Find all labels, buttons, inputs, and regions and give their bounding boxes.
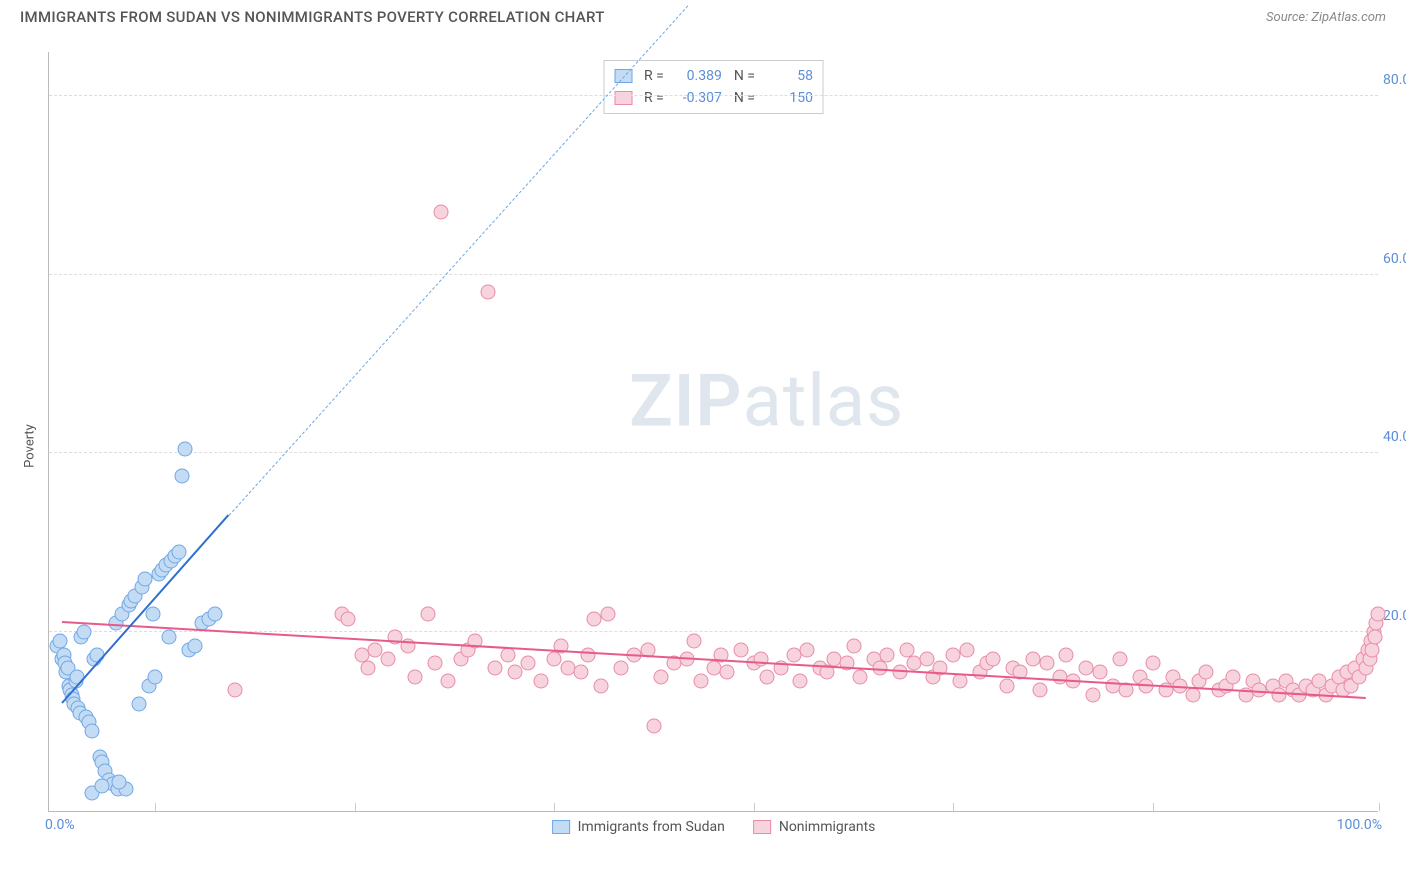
trendline-immigrants-extrapolated — [228, 5, 688, 515]
data-point-immigrants — [161, 629, 176, 644]
data-point-nonimmigrants — [547, 652, 562, 667]
chart-container: Poverty ZIPatlas R =0.389 N =58 R =-0.30… — [0, 36, 1406, 856]
data-point-nonimmigrants — [687, 634, 702, 649]
gridline-y — [49, 95, 1378, 96]
data-point-immigrants — [112, 775, 127, 790]
x-gridmark — [355, 803, 356, 811]
data-point-nonimmigrants — [480, 285, 495, 300]
data-point-nonimmigrants — [534, 674, 549, 689]
data-point-nonimmigrants — [434, 204, 449, 219]
stats-row-nonimmigrants: R =-0.307 N =150 — [614, 87, 813, 109]
correlation-stats-box: R =0.389 N =58 R =-0.307 N =150 — [603, 60, 824, 114]
data-point-nonimmigrants — [760, 669, 775, 684]
data-point-immigrants — [177, 441, 192, 456]
data-point-nonimmigrants — [361, 660, 376, 675]
x-tick-max: 100.0% — [1337, 817, 1382, 833]
data-point-nonimmigrants — [228, 683, 243, 698]
data-point-nonimmigrants — [1370, 607, 1385, 622]
data-point-nonimmigrants — [800, 643, 815, 658]
data-point-nonimmigrants — [999, 678, 1014, 693]
data-point-nonimmigrants — [1365, 643, 1380, 658]
data-point-immigrants — [132, 696, 147, 711]
swatch-nonimmigrants — [614, 91, 632, 105]
x-gridmark — [155, 803, 156, 811]
data-point-nonimmigrants — [487, 660, 502, 675]
data-point-nonimmigrants — [407, 669, 422, 684]
data-point-nonimmigrants — [693, 674, 708, 689]
data-point-immigrants — [148, 669, 163, 684]
y-tick-label: 80.0% — [1383, 72, 1406, 88]
data-point-immigrants — [208, 607, 223, 622]
data-point-immigrants — [145, 607, 160, 622]
scatter-plot-area: ZIPatlas R =0.389 N =58 R =-0.307 N =150… — [48, 52, 1378, 812]
y-tick-label: 40.0% — [1383, 429, 1406, 445]
data-point-nonimmigrants — [846, 638, 861, 653]
data-point-immigrants — [137, 571, 152, 586]
data-point-nonimmigrants — [341, 611, 356, 626]
data-point-nonimmigrants — [653, 669, 668, 684]
data-point-nonimmigrants — [853, 669, 868, 684]
data-point-nonimmigrants — [574, 665, 589, 680]
data-point-nonimmigrants — [580, 647, 595, 662]
data-point-nonimmigrants — [441, 674, 456, 689]
x-gridmark — [1153, 803, 1154, 811]
data-point-nonimmigrants — [733, 643, 748, 658]
y-tick-label: 60.0% — [1383, 251, 1406, 267]
data-point-nonimmigrants — [1086, 687, 1101, 702]
data-point-nonimmigrants — [520, 656, 535, 671]
stats-row-immigrants: R =0.389 N =58 — [614, 65, 813, 87]
data-point-nonimmigrants — [753, 652, 768, 667]
data-point-nonimmigrants — [1368, 629, 1383, 644]
source-attribution: Source: ZipAtlas.com — [1266, 10, 1386, 25]
data-point-immigrants — [175, 468, 190, 483]
legend: Immigrants from Sudan Nonimmigrants — [552, 819, 876, 835]
data-point-nonimmigrants — [421, 607, 436, 622]
data-point-nonimmigrants — [647, 719, 662, 734]
data-point-nonimmigrants — [793, 674, 808, 689]
data-point-immigrants — [188, 638, 203, 653]
data-point-immigrants — [76, 625, 91, 640]
data-point-nonimmigrants — [986, 652, 1001, 667]
x-gridmark — [554, 803, 555, 811]
gridline-y — [49, 274, 1378, 275]
watermark-logo: ZIPatlas — [629, 359, 904, 444]
data-point-nonimmigrants — [427, 656, 442, 671]
x-tick-min: 0.0% — [45, 817, 75, 833]
data-point-nonimmigrants — [381, 652, 396, 667]
data-point-immigrants — [95, 778, 110, 793]
trendline-nonimmigrants — [62, 621, 1366, 699]
data-point-nonimmigrants — [1039, 656, 1054, 671]
data-point-nonimmigrants — [593, 678, 608, 693]
data-point-nonimmigrants — [919, 652, 934, 667]
data-point-nonimmigrants — [1225, 669, 1240, 684]
data-point-nonimmigrants — [1185, 687, 1200, 702]
data-point-nonimmigrants — [613, 660, 628, 675]
x-gridmark — [1379, 803, 1380, 811]
x-gridmark — [754, 803, 755, 811]
data-point-nonimmigrants — [1059, 647, 1074, 662]
legend-item-immigrants: Immigrants from Sudan — [552, 819, 725, 835]
trendline-immigrants — [62, 514, 230, 703]
data-point-nonimmigrants — [1145, 656, 1160, 671]
data-point-nonimmigrants — [1092, 665, 1107, 680]
y-tick-label: 20.0% — [1383, 608, 1406, 624]
gridline-y — [49, 452, 1378, 453]
y-axis-label: Poverty — [22, 424, 37, 468]
data-point-nonimmigrants — [1032, 683, 1047, 698]
legend-item-nonimmigrants: Nonimmigrants — [753, 819, 876, 835]
data-point-nonimmigrants — [953, 674, 968, 689]
x-gridmark — [953, 803, 954, 811]
data-point-nonimmigrants — [367, 643, 382, 658]
data-point-nonimmigrants — [600, 607, 615, 622]
data-point-immigrants — [84, 723, 99, 738]
data-point-immigrants — [172, 544, 187, 559]
chart-title: IMMIGRANTS FROM SUDAN VS NONIMMIGRANTS P… — [20, 8, 605, 26]
data-point-nonimmigrants — [879, 647, 894, 662]
data-point-nonimmigrants — [1199, 665, 1214, 680]
data-point-nonimmigrants — [959, 643, 974, 658]
data-point-nonimmigrants — [720, 665, 735, 680]
data-point-nonimmigrants — [507, 665, 522, 680]
data-point-nonimmigrants — [1112, 652, 1127, 667]
data-point-nonimmigrants — [893, 665, 908, 680]
